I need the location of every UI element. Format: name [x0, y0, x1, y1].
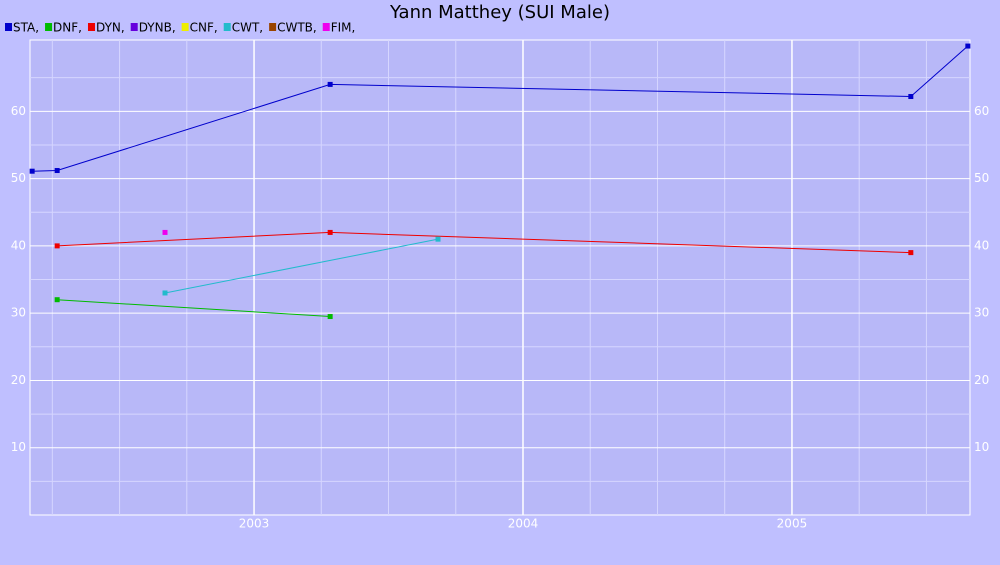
y-tick-label: 20: [11, 373, 26, 387]
data-point: [908, 94, 914, 100]
data-point: [965, 43, 971, 49]
y2-tick-label: 10: [974, 440, 989, 454]
series-line: [164, 238, 439, 294]
data-point: [327, 229, 333, 235]
y-tick-label: 40: [11, 238, 26, 252]
data-point: [54, 168, 60, 174]
legend-label: DYN,: [96, 21, 125, 35]
y-tick-label: 10: [11, 440, 26, 454]
y2-tick-label: 30: [974, 306, 989, 320]
legend-swatch: [269, 23, 277, 31]
data-point: [435, 236, 441, 242]
x-tick-label: 2004: [508, 517, 539, 531]
data-point: [162, 290, 168, 296]
legend-label: DNF,: [53, 21, 82, 35]
x-tick-label: 2003: [239, 517, 270, 531]
y2-tick-label: 60: [974, 104, 989, 118]
legend-swatch: [87, 23, 95, 31]
series-line: [57, 299, 331, 318]
data-point: [327, 81, 333, 87]
y-tick-label: 50: [11, 171, 26, 185]
y2-tick-label: 50: [974, 171, 989, 185]
legend-swatch: [181, 23, 189, 31]
legend-label: CWTB,: [277, 21, 317, 35]
legend-swatch: [223, 23, 231, 31]
legend-label: DYNB,: [139, 21, 176, 35]
legend-label: CNF,: [190, 21, 218, 35]
legend-swatch: [45, 23, 53, 31]
y-tick-label: 60: [11, 104, 26, 118]
data-point: [908, 250, 914, 256]
chart-title: Yann Matthey (SUI Male): [389, 2, 610, 23]
data-point: [162, 229, 168, 235]
y2-tick-label: 40: [974, 238, 989, 252]
legend-swatch: [322, 23, 330, 31]
x-tick-label: 2005: [777, 517, 808, 531]
data-point: [29, 168, 35, 174]
data-point: [327, 314, 333, 320]
legend-label: FIM,: [331, 21, 356, 35]
legend-swatch: [5, 23, 12, 31]
legend-label: CWT,: [232, 21, 263, 35]
y2-tick-label: 20: [974, 373, 989, 387]
legend-swatch: [130, 23, 138, 31]
data-point: [54, 297, 60, 303]
legend-label: STA,: [13, 21, 39, 35]
data-point: [54, 243, 60, 249]
y-tick-label: 30: [11, 306, 26, 320]
